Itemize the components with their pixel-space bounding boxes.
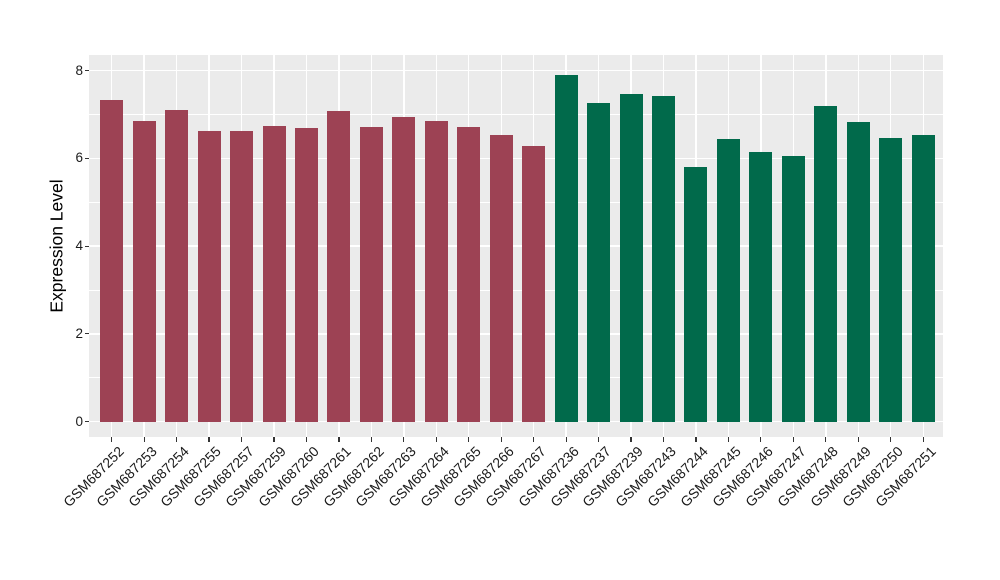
- bar: [652, 95, 676, 422]
- bar: [522, 146, 546, 422]
- x-tick-mark: [500, 437, 502, 442]
- x-tick-mark: [403, 437, 405, 442]
- bar: [781, 155, 805, 422]
- plot-panel: [89, 55, 943, 437]
- bar: [100, 99, 124, 422]
- x-tick-mark: [370, 437, 372, 442]
- y-tick-label: 8: [75, 62, 83, 78]
- x-tick-mark: [111, 437, 113, 442]
- x-tick-mark: [305, 437, 308, 442]
- major-gridline: [89, 421, 943, 423]
- bar: [911, 135, 935, 422]
- minor-gridline: [89, 289, 943, 291]
- bar: [327, 110, 351, 422]
- bar: [197, 130, 221, 422]
- x-tick-mark: [890, 437, 892, 442]
- x-tick-mark: [338, 437, 340, 442]
- major-gridline: [89, 245, 943, 247]
- y-tick-mark: [85, 421, 89, 423]
- x-tick-mark: [468, 437, 470, 442]
- y-tick-mark: [85, 245, 89, 247]
- y-tick-label: 2: [75, 325, 83, 341]
- bar: [165, 110, 189, 422]
- bar: [716, 138, 740, 422]
- minor-gridline: [89, 114, 943, 115]
- y-tick-label: 6: [75, 150, 83, 166]
- x-tick-mark: [922, 437, 924, 442]
- major-gridline: [89, 69, 943, 72]
- bar: [294, 128, 318, 422]
- bar: [262, 126, 286, 422]
- bar: [489, 135, 513, 422]
- bar: [457, 126, 481, 422]
- bar: [749, 151, 773, 422]
- bar: [846, 122, 870, 422]
- x-tick-mark: [857, 437, 859, 442]
- y-tick-label: 4: [75, 238, 83, 254]
- bar: [587, 103, 611, 422]
- y-tick-mark: [85, 69, 89, 72]
- bar: [230, 130, 254, 422]
- y-tick-label: 0: [75, 413, 83, 429]
- major-gridline: [89, 157, 943, 159]
- x-tick-mark: [435, 437, 437, 442]
- bar: [392, 116, 416, 422]
- x-tick-mark: [533, 437, 535, 442]
- x-tick-mark: [240, 437, 243, 442]
- y-tick-mark: [85, 333, 89, 335]
- minor-gridline: [89, 377, 943, 379]
- y-tick-mark: [85, 157, 89, 159]
- x-tick-mark: [630, 437, 632, 442]
- bar: [814, 106, 838, 422]
- bar: [619, 94, 643, 422]
- bar: [424, 120, 448, 422]
- x-tick-mark: [760, 437, 762, 442]
- x-tick-mark: [208, 437, 210, 442]
- x-tick-mark: [662, 437, 665, 442]
- x-tick-mark: [565, 437, 567, 442]
- x-tick-mark: [273, 437, 275, 442]
- x-tick-mark: [727, 437, 730, 442]
- x-tick-mark: [598, 437, 600, 442]
- minor-gridline: [89, 201, 943, 203]
- x-tick-mark: [792, 437, 794, 442]
- bar: [879, 137, 903, 422]
- x-tick-mark: [176, 437, 178, 442]
- x-tick-mark: [825, 437, 827, 442]
- bar: [554, 74, 578, 422]
- bar: [684, 167, 708, 422]
- x-tick-mark: [143, 437, 145, 442]
- bar: [359, 126, 383, 422]
- bar: [132, 120, 156, 422]
- major-gridline: [89, 333, 943, 335]
- x-tick-mark: [695, 437, 697, 442]
